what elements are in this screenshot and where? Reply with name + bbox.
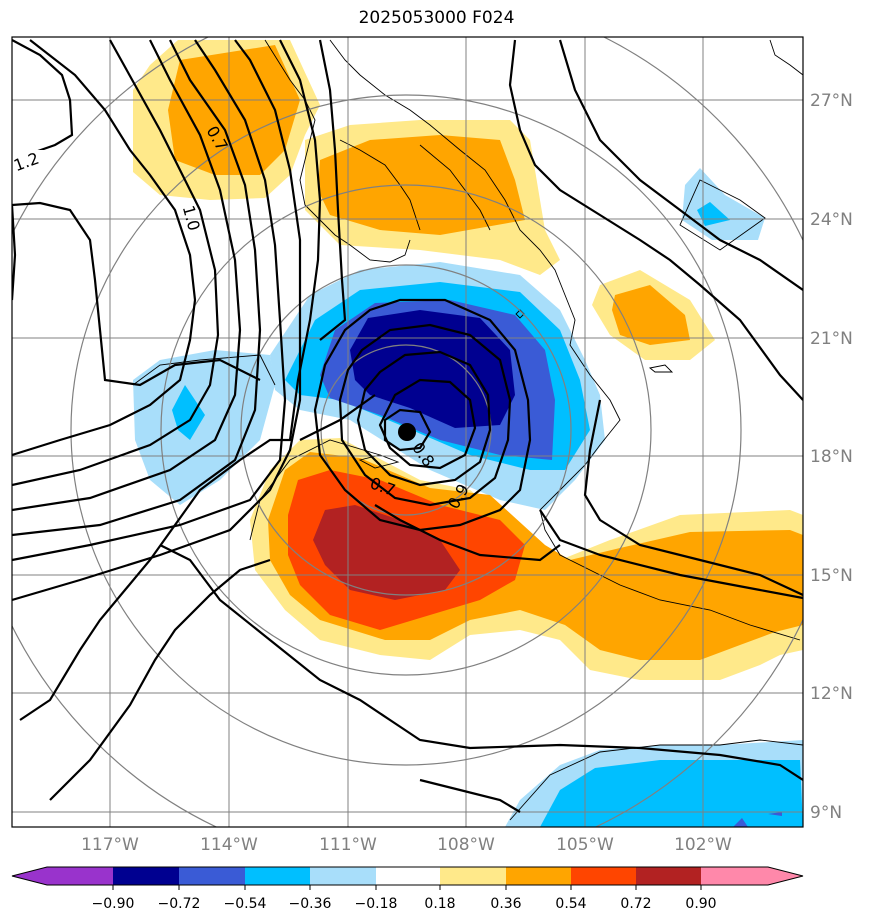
positive-anomaly-south-core	[313, 505, 460, 600]
colorbar-bin-1	[47, 867, 113, 885]
colorbar-bin-4	[245, 867, 310, 885]
lat-label-15n: 15°N	[810, 566, 853, 586]
colorbar-outline	[11, 866, 804, 886]
colorbar-bin-6	[376, 867, 440, 885]
map-frame	[11, 36, 804, 828]
lat-label-21n: 21°N	[810, 329, 853, 349]
latitude-labels: 27°N 24°N 21°N 18°N 15°N 12°N 9°N	[810, 91, 853, 823]
colorbar-bin-2	[113, 867, 179, 885]
lat-label-9n: 9°N	[810, 803, 842, 823]
range-ring-4	[70, 94, 742, 766]
se-outline	[509, 739, 803, 821]
range-ring-2	[240, 264, 572, 596]
range-ring-3	[160, 184, 652, 676]
colorbar-bin-11	[701, 867, 768, 885]
positive-anomaly-nw-inner	[168, 45, 300, 175]
colorbar-tick-label: −0.18	[355, 896, 398, 912]
lat-label-27n: 27°N	[810, 91, 853, 111]
south-outline	[249, 439, 381, 541]
isla-small	[648, 364, 674, 373]
lat-label-12n: 12°N	[810, 684, 853, 704]
west-outline	[132, 354, 276, 386]
negative-anomaly-se-core	[733, 818, 748, 827]
colorbar-tick-label: −0.36	[289, 896, 332, 912]
contour-south	[49, 558, 271, 801]
colorbar-tick-label: −0.72	[158, 896, 201, 912]
lon-label-105w: 105°W	[556, 835, 614, 855]
lon-label-111w: 111°W	[319, 835, 377, 855]
mainland-coast	[329, 39, 801, 641]
contour-low-ring-1	[313, 298, 532, 532]
inner-gulf	[419, 144, 491, 231]
lat-label-24n: 24°N	[810, 210, 853, 230]
contour-east-high	[508, 39, 803, 401]
graticule	[12, 37, 803, 827]
contour-low-ring-5	[383, 408, 432, 452]
contour-low-ring-3	[356, 350, 492, 487]
lon-label-102w: 102°W	[674, 835, 732, 855]
gulf-coast	[339, 139, 421, 231]
negative-anomaly-se-inner	[540, 760, 803, 827]
lon-label-108w: 108°W	[437, 835, 495, 855]
lon-label-117w: 117°W	[81, 835, 139, 855]
colorbar-bin-7	[440, 867, 506, 885]
longitude-labels: 117°W 114°W 111°W 108°W 105°W 102°W	[81, 835, 732, 855]
lat-label-18n: 18°N	[810, 447, 853, 467]
colorbar-tick-label: 0.36	[490, 896, 521, 912]
colorbar-extend-high	[768, 867, 803, 885]
colorbar-tick-label: −0.54	[224, 896, 267, 912]
positive-anomaly-east-inner	[612, 285, 690, 345]
colorbar-tick-label: 0.54	[555, 896, 586, 912]
colorbar-tick-label: 0.90	[685, 896, 716, 912]
northeast-coast	[769, 39, 803, 76]
colorbar-bin-8	[506, 867, 571, 885]
colorbar-bin-10	[636, 867, 701, 885]
map-title: 2025053000 F024	[358, 8, 515, 28]
colorbar-bin-5	[310, 867, 376, 885]
lon-label-114w: 114°W	[200, 835, 258, 855]
storm-center-marker	[398, 423, 416, 441]
coastlines	[132, 39, 803, 821]
colorbar-bin-9	[571, 867, 636, 885]
colorbar-extend-low	[12, 867, 47, 885]
colorbar-tick-label: 0.72	[620, 896, 651, 912]
contours	[12, 39, 803, 813]
contour-1p1-west	[12, 201, 261, 387]
revillagigedo-isle	[358, 454, 400, 469]
colorbar: −0.90 −0.72 −0.54 −0.36 −0.18 0.18 0.36 …	[11, 866, 804, 912]
map-area: 1.2 1.0 0.7 0.7 0.8 0.9	[12, 37, 803, 827]
colorbar-tick-label: 0.18	[424, 896, 455, 912]
east-region-border	[679, 179, 766, 251]
colorbar-bin-3	[179, 867, 245, 885]
colorbar-ticks	[112, 885, 702, 890]
colorbar-tick-label: −0.90	[92, 896, 135, 912]
negative-anomaly-ne-inner	[697, 202, 730, 226]
